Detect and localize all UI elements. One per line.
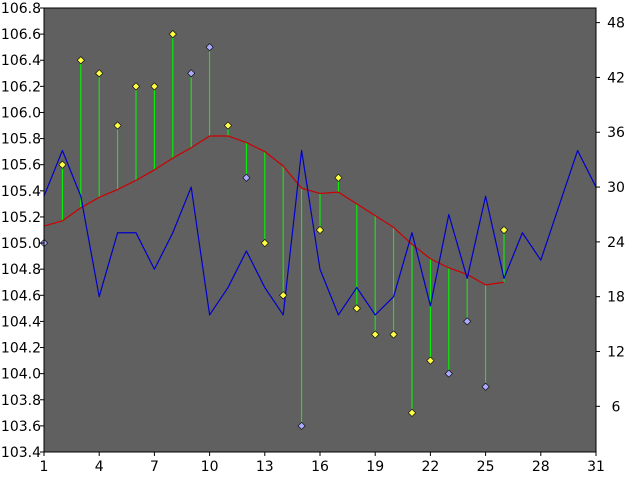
left-tick-label: 103.4 <box>1 445 41 461</box>
right-tick-label: 6 <box>612 399 621 415</box>
left-tick-label: 104.2 <box>1 341 41 357</box>
left-tick-label: 106.8 <box>1 1 41 17</box>
data-point-19 <box>371 330 380 339</box>
data-point-7 <box>150 82 159 91</box>
left-tick-label: 104.4 <box>1 314 41 330</box>
left-tick-label: 103.6 <box>1 419 41 435</box>
data-point-18 <box>352 304 361 313</box>
data-point-2 <box>58 160 67 169</box>
data-point-9 <box>187 69 196 78</box>
data-points <box>39 30 509 430</box>
data-point-11 <box>223 121 233 130</box>
x-tick-label: 22 <box>421 459 439 475</box>
left-tick-label: 103.8 <box>1 393 41 409</box>
data-point-25 <box>481 382 490 391</box>
x-tick-label: 28 <box>532 459 550 475</box>
left-tick-label: 106.6 <box>1 27 41 43</box>
data-point-5 <box>113 121 122 130</box>
data-point-12 <box>242 173 251 182</box>
data-point-21 <box>407 408 417 417</box>
right-tick-label: 42 <box>607 70 625 86</box>
series-lines <box>43 135 597 316</box>
x-tick-label: 19 <box>366 459 384 475</box>
moving-average-line <box>43 135 505 286</box>
data-point-17 <box>334 173 343 182</box>
left-tick-label: 106.0 <box>1 105 41 121</box>
data-point-16 <box>315 225 325 235</box>
right-tick-label: 36 <box>607 125 625 141</box>
left-tick-label: 106.4 <box>1 53 41 69</box>
right-tick-label: 12 <box>607 345 625 361</box>
x-tick-label: 13 <box>256 459 274 475</box>
left-tick-label: 104.8 <box>1 262 41 278</box>
data-point-24 <box>463 317 472 326</box>
left-tick-label: 104.6 <box>1 288 41 304</box>
right-tick-label: 18 <box>607 290 625 306</box>
series-2-line <box>43 149 597 316</box>
x-tick-label: 25 <box>477 459 495 475</box>
left-tick-label: 105.0 <box>1 236 41 252</box>
data-point-4 <box>95 69 104 78</box>
data-point-8 <box>168 30 177 39</box>
data-point-6 <box>131 82 141 91</box>
data-point-26 <box>499 225 509 235</box>
x-tick-label: 10 <box>201 459 219 475</box>
data-point-3 <box>76 56 85 65</box>
data-point-15 <box>297 421 306 430</box>
x-tick-label: 1 <box>40 459 49 475</box>
right-tick-label: 30 <box>607 180 625 196</box>
data-point-20 <box>389 330 398 339</box>
x-tick-label: 16 <box>311 459 329 475</box>
data-point-13 <box>260 239 269 248</box>
data-point-14 <box>279 291 288 300</box>
left-tick-label: 104.0 <box>1 367 41 383</box>
left-tick-label: 106.2 <box>1 79 41 95</box>
data-point-10 <box>205 43 214 52</box>
data-point-23 <box>444 369 453 378</box>
x-tick-label: 7 <box>150 459 159 475</box>
x-tick-label: 31 <box>587 459 605 475</box>
right-tick-label: 48 <box>607 16 625 32</box>
left-tick-label: 105.2 <box>1 210 41 226</box>
x-tick-label: 4 <box>95 459 104 475</box>
left-tick-label: 105.8 <box>1 132 41 148</box>
axes: 103.4 103.6 103.8 104.0 104.2 104.4 104.6 104.8… <box>1 1 625 475</box>
left-tick-label: 105.4 <box>1 184 41 200</box>
right-tick-label: 24 <box>607 235 625 251</box>
left-tick-label: 105.6 <box>1 158 41 174</box>
data-point-22 <box>426 356 435 365</box>
